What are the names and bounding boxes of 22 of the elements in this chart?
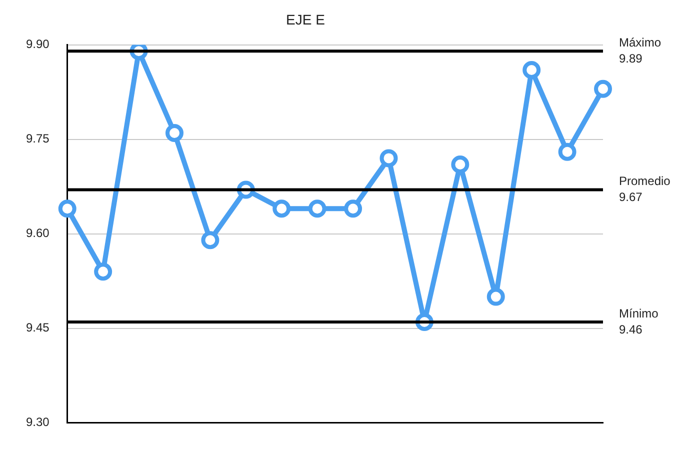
point: [308, 200, 326, 218]
ref-line-label: Promedio 9.67: [619, 174, 671, 204]
point: [344, 200, 362, 218]
point: [165, 124, 184, 142]
chart-title: EJE E: [286, 11, 325, 28]
point: [94, 262, 112, 281]
y-tick-label: 9.75: [26, 132, 50, 146]
ref-line-label: Mínimo 9.46: [619, 306, 659, 336]
point: [558, 142, 576, 161]
point: [272, 200, 291, 218]
point: [201, 231, 220, 250]
point: [522, 61, 541, 79]
point: [58, 200, 76, 218]
point: [594, 80, 612, 98]
point: [486, 288, 505, 306]
y-tick-label: 9.90: [26, 37, 50, 52]
point: [380, 149, 398, 168]
y-tick-label: 9.30: [26, 415, 50, 430]
y-tick-label: 9.60: [26, 226, 50, 240]
point: [451, 156, 470, 174]
ref-line-label: Máximo 9.89: [619, 35, 662, 66]
y-tick-label: 9.45: [26, 320, 50, 335]
